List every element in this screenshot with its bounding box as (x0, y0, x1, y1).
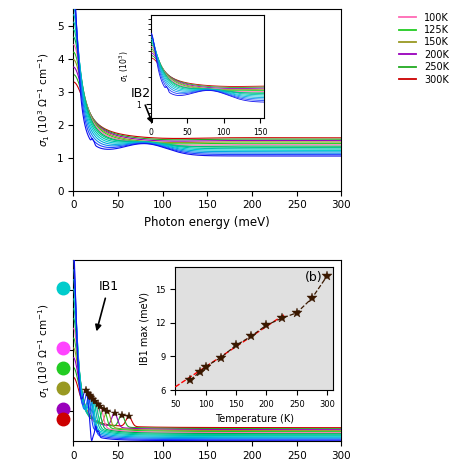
Y-axis label: $\sigma_1$ (10$^3$ $\Omega^{-1}$ cm$^{-1}$): $\sigma_1$ (10$^3$ $\Omega^{-1}$ cm$^{-1… (36, 303, 52, 398)
Legend: 100K, 125K, 150K, 200K, 250K, 300K: 100K, 125K, 150K, 200K, 250K, 300K (399, 12, 449, 85)
X-axis label: Photon energy (meV): Photon energy (meV) (145, 216, 270, 229)
Text: IB2: IB2 (130, 87, 153, 122)
Y-axis label: $\sigma_1$ (10$^3$ $\Omega^{-1}$ cm$^{-1}$): $\sigma_1$ (10$^3$ $\Omega^{-1}$ cm$^{-1… (36, 53, 52, 147)
Text: IB1: IB1 (96, 280, 118, 329)
